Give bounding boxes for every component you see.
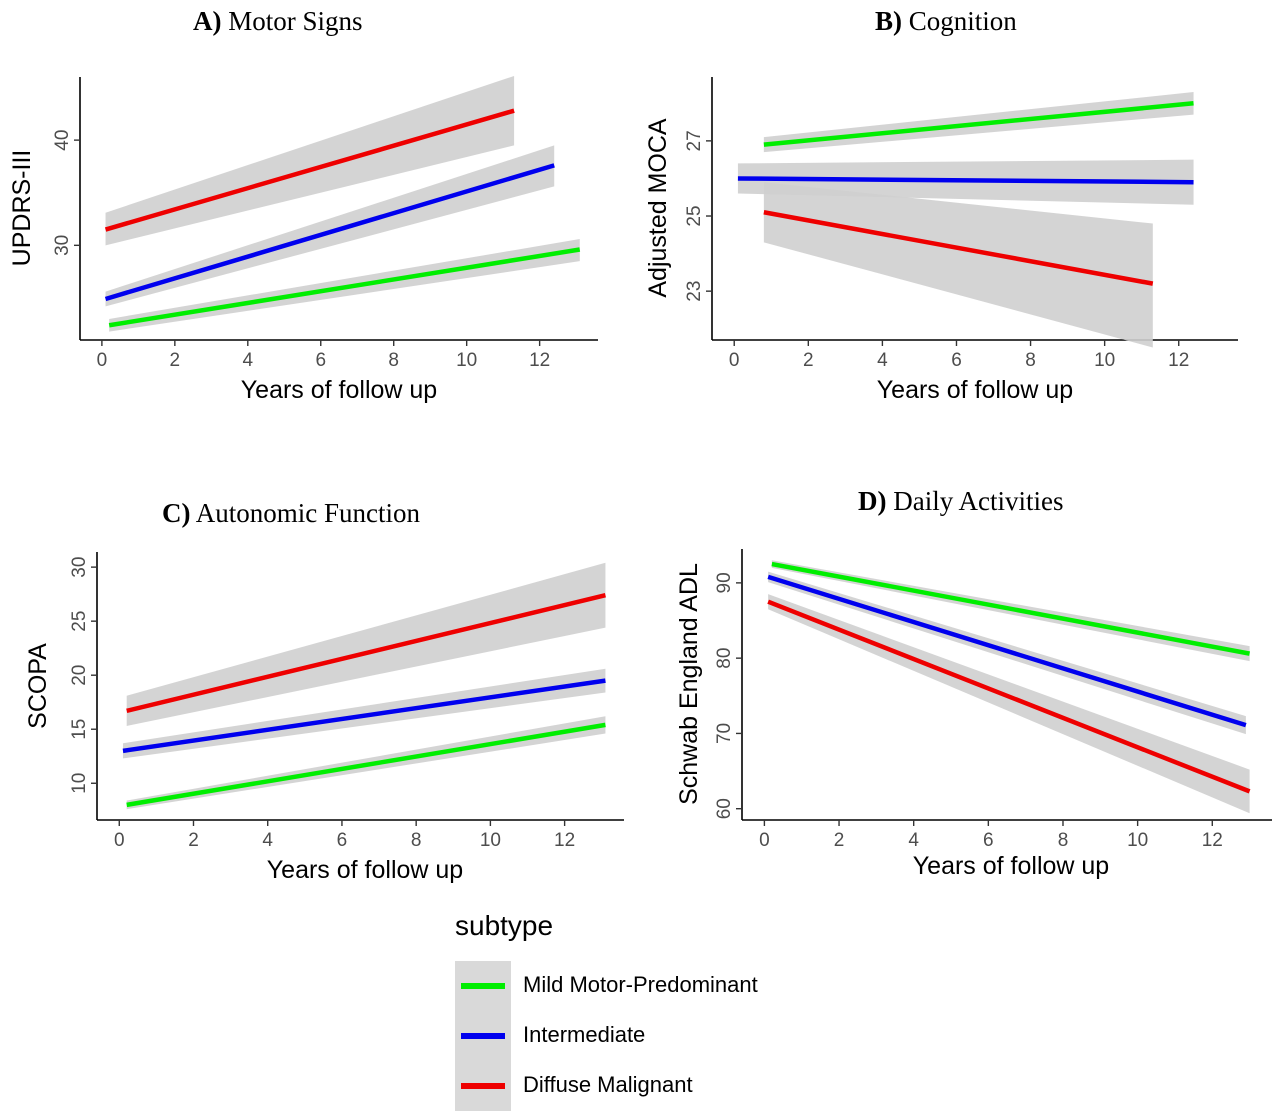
legend-key-diffuse	[455, 1061, 511, 1111]
panel-b-y-tick-label: 23	[684, 281, 705, 302]
panel-a-line-intermediate	[104, 163, 555, 302]
panel-b-x-tick-label: 12	[1168, 350, 1189, 371]
panel-a-title-text: Motor Signs	[228, 6, 363, 36]
panel-c-line-diffuse	[126, 593, 606, 714]
panel-c-x-axis-label: Years of follow up	[267, 856, 463, 884]
panel-b-ribbon-diffuse	[763, 182, 1153, 348]
panel-c-y-tick-label: 20	[69, 665, 90, 686]
panel-a-title: A) Motor Signs	[193, 6, 363, 37]
panel-b-line-intermediate	[737, 176, 1194, 185]
legend-title: subtype	[455, 910, 554, 941]
panel-a-x-tick-label: 12	[529, 350, 550, 371]
panel-a-line-diffuse	[104, 108, 515, 232]
panel-b-x-axis-label: Years of follow up	[877, 376, 1073, 404]
panel-b-line-mild	[763, 101, 1194, 147]
panel-c-title: C) Autonomic Function	[162, 498, 420, 529]
panel-c-x-tick-label: 2	[188, 830, 199, 851]
panel-c-y-tick-label: 10	[69, 773, 90, 794]
panel-c-letter: C)	[162, 498, 191, 528]
panel-d-line-diffuse	[767, 599, 1251, 794]
legend-key-intermediate	[455, 1011, 511, 1061]
panel-c-line-intermediate	[122, 678, 606, 754]
panel-a-x-tick-label: 10	[456, 350, 477, 371]
panel-b-y-tick-label: 27	[684, 130, 705, 151]
panel-d-x-tick-label: 12	[1202, 830, 1223, 851]
panel-a-x-tick-label: 2	[170, 350, 181, 371]
panel-b-x-tick-label: 6	[951, 350, 962, 371]
panel-d-y-tick-label: 60	[714, 798, 735, 819]
panel-c-x-tick-label: 8	[411, 830, 422, 851]
panel-c-x-tick-label: 6	[337, 830, 348, 851]
panel-d-x-tick-label: 4	[908, 830, 919, 851]
panel-d-x-axis-label: Years of follow up	[913, 852, 1109, 880]
panel-b-y-tick-label: 25	[684, 205, 705, 226]
panel-b-title-text: Cognition	[908, 6, 1017, 36]
panel-d-y-axis-label: Schwab England ADL	[675, 563, 703, 805]
panel-c-x-tick-label: 0	[114, 830, 125, 851]
panel-c-line-mild	[126, 722, 606, 808]
panel-b-title: B) Cognition	[875, 6, 1017, 37]
panel-d-title: D) Daily Activities	[858, 486, 1063, 517]
panel-d-line-intermediate	[767, 574, 1247, 728]
panel-a-x-tick-label: 8	[388, 350, 399, 371]
panel-c-x-tick-label: 12	[554, 830, 575, 851]
panel-d-y-tick-label: 80	[714, 648, 735, 669]
panel-a-line-mild	[108, 247, 581, 328]
panel-b-x-tick-label: 4	[877, 350, 888, 371]
legend-label-intermediate: Intermediate	[523, 1022, 646, 1047]
panel-d-x-tick-label: 6	[983, 830, 994, 851]
legend-key-mild	[455, 961, 511, 1011]
panel-c-y-axis-label: SCOPA	[24, 643, 52, 729]
panel-b-x-tick-label: 10	[1094, 350, 1115, 371]
panel-d-x-tick-label: 0	[759, 830, 770, 851]
panel-a-x-tick-label: 4	[243, 350, 254, 371]
panel-b-y-axis-label: Adjusted MOCA	[644, 118, 672, 298]
panel-a-ribbon-diffuse	[105, 75, 515, 246]
panel-a-x-axis-label: Years of follow up	[241, 376, 437, 404]
panel-a-x-tick-label: 6	[315, 350, 326, 371]
legend-swatch-intermediate	[461, 1033, 505, 1039]
panel-b-x-tick-label: 0	[729, 350, 740, 371]
panel-d-y-tick-label: 70	[714, 723, 735, 744]
panel-c-y-tick-label: 15	[69, 719, 90, 740]
legend-label-mild: Mild Motor-Predominant	[523, 972, 758, 997]
panel-a-x-tick-label: 0	[97, 350, 108, 371]
panel-a-y-tick-label: 30	[52, 235, 73, 256]
panel-d-line-mild	[771, 561, 1251, 656]
panel-c-x-tick-label: 10	[480, 830, 501, 851]
panel-c-y-tick-label: 25	[69, 611, 90, 632]
panel-c-title-text: Autonomic Function	[195, 498, 421, 528]
panel-c-x-tick-label: 4	[262, 830, 273, 851]
panel-b-x-tick-label: 2	[803, 350, 814, 371]
panel-a-y-tick-label: 40	[52, 130, 73, 151]
panel-d-title-text: Daily Activities	[893, 486, 1064, 516]
legend-swatch-diffuse	[461, 1083, 505, 1089]
panel-c-y-tick-label: 30	[69, 557, 90, 578]
panel-d-y-tick-label: 90	[714, 572, 735, 593]
legend-swatch-mild	[461, 983, 505, 989]
panel-c-ribbon-diffuse	[126, 562, 606, 726]
panel-d-x-tick-label: 2	[834, 830, 845, 851]
panel-d-letter: D)	[858, 486, 887, 516]
panel-b-x-tick-label: 8	[1025, 350, 1036, 371]
panel-d-x-tick-label: 10	[1127, 830, 1148, 851]
panel-b-line-diffuse	[763, 210, 1154, 286]
panel-a-y-axis-label: UPDRS-III	[8, 150, 36, 267]
panel-d-x-tick-label: 8	[1058, 830, 1069, 851]
panel-b-letter: B)	[875, 6, 902, 36]
legend-label-diffuse: Diffuse Malignant	[523, 1072, 693, 1097]
panel-a-letter: A)	[193, 6, 222, 36]
